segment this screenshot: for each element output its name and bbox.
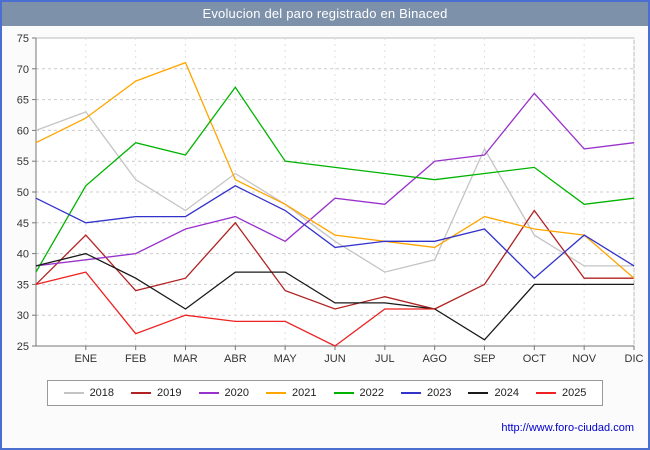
y-tick-label: 30: [17, 310, 29, 322]
x-tick-label: JUN: [324, 353, 345, 365]
series-line-2020: [35, 92, 635, 267]
y-tick-label: 55: [17, 156, 29, 168]
legend-swatch-2019: [131, 392, 152, 394]
legend: 2018 2019 2020 2021 2022 2023 2024 2025: [2, 380, 648, 406]
legend-label-2024: 2024: [494, 387, 519, 399]
legend-label-2018: 2018: [89, 387, 115, 399]
legend-label-2021: 2021: [292, 387, 317, 399]
legend-item-2025: 2025: [535, 387, 587, 399]
y-tick-label: 40: [17, 249, 29, 261]
legend-label-2025: 2025: [561, 387, 587, 399]
x-tick-label: DIC: [625, 353, 644, 365]
legend-swatch-2018: [63, 392, 84, 394]
x-tick-label: MAY: [274, 353, 298, 365]
x-tick-label: SEP: [473, 353, 495, 365]
legend-swatch-2023: [400, 392, 421, 394]
y-tick-label: 45: [17, 218, 29, 230]
legend-item-2021: 2021: [266, 387, 317, 399]
legend-label-2022: 2022: [359, 387, 384, 399]
x-tick-label: MAR: [173, 353, 198, 365]
series-line-2022: [35, 86, 635, 273]
legend-swatch-2021: [266, 392, 287, 394]
legend-item-2020: 2020: [198, 387, 250, 399]
x-tick-label: ENE: [75, 353, 98, 365]
y-tick-label: 60: [17, 125, 29, 137]
series-line-2019: [35, 209, 634, 310]
legend-swatch-2024: [468, 392, 489, 394]
y-tick-label: 75: [17, 33, 29, 45]
y-tick-label: 70: [17, 64, 29, 76]
x-tick-label: ABR: [224, 353, 247, 365]
series-line-2024: [35, 252, 634, 341]
x-tick-label: FEB: [125, 353, 146, 365]
x-tick-label: NOV: [572, 353, 597, 365]
legend-item-2023: 2023: [400, 387, 452, 399]
series-line-2023: [35, 185, 635, 280]
series-line-2021: [35, 61, 635, 279]
series-line-2025: [35, 271, 435, 347]
y-tick-label: 35: [17, 279, 29, 291]
x-tick-label: OCT: [523, 353, 547, 365]
footer-link[interactable]: http://www.foro-ciudad.com: [501, 422, 634, 434]
legend-item-2022: 2022: [333, 387, 384, 399]
plot-area: [35, 37, 635, 347]
legend-swatch-2022: [333, 392, 354, 394]
x-tick-label: AGO: [422, 353, 447, 365]
legend-box: 2018 2019 2020 2021 2022 2023 2024 2025: [46, 380, 604, 406]
legend-label-2020: 2020: [224, 387, 250, 399]
x-tick-label: JUL: [375, 353, 395, 365]
legend-item-2019: 2019: [131, 387, 182, 399]
chart-title: Evolucion del paro registrado en Binaced: [2, 2, 648, 26]
footer: http://www.foro-ciudad.com: [2, 418, 648, 436]
y-tick-label: 65: [17, 95, 29, 107]
y-tick-label: 50: [17, 187, 29, 199]
series-line-2018: [35, 111, 634, 273]
legend-swatch-2025: [535, 392, 556, 394]
y-tick-label: 25: [17, 341, 29, 353]
legend-item-2018: 2018: [63, 387, 115, 399]
line-chart: 25 30 35 40 45 50 55 60 65 70 75 ENE FEB MAR ABR MAY JUN…: [17, 33, 644, 365]
legend-item-2024: 2024: [468, 387, 519, 399]
legend-swatch-2020: [198, 392, 219, 394]
legend-label-2019: 2019: [157, 387, 182, 399]
legend-label-2023: 2023: [426, 387, 452, 399]
